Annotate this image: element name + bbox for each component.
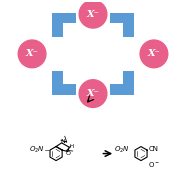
Text: X⁻: X⁻ xyxy=(87,89,99,98)
Bar xyxy=(52,13,76,23)
Text: N: N xyxy=(60,139,65,144)
Text: X⁻: X⁻ xyxy=(87,10,99,19)
Text: $O_2N$: $O_2N$ xyxy=(29,145,44,155)
Bar xyxy=(124,13,134,37)
Text: CN: CN xyxy=(149,146,159,152)
Text: X⁻: X⁻ xyxy=(26,49,39,58)
Text: O: O xyxy=(66,151,71,156)
Text: X⁻: X⁻ xyxy=(147,49,160,58)
Bar xyxy=(124,70,134,94)
Circle shape xyxy=(18,40,46,68)
Bar xyxy=(110,84,134,94)
Circle shape xyxy=(79,80,107,107)
Circle shape xyxy=(140,40,168,68)
Circle shape xyxy=(79,0,107,28)
Text: $O_2N$: $O_2N$ xyxy=(114,145,130,155)
Text: O$^-$: O$^-$ xyxy=(148,160,160,169)
Bar xyxy=(52,70,62,94)
Text: H: H xyxy=(69,144,73,149)
Bar xyxy=(52,13,62,37)
Bar xyxy=(110,13,134,23)
Bar xyxy=(52,84,76,94)
